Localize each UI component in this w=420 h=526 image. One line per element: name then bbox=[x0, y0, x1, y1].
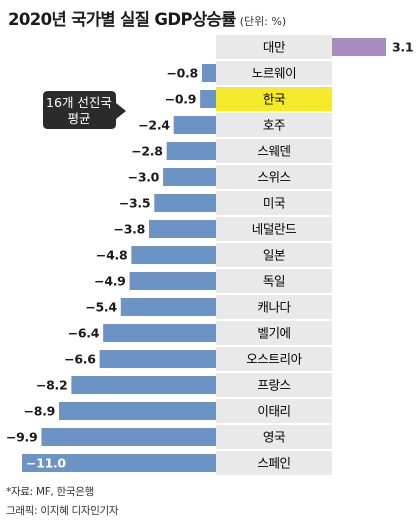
value-label-row-17: −11.0 bbox=[26, 456, 66, 471]
bar-row-15 bbox=[59, 402, 216, 420]
bar-row-2 bbox=[201, 64, 216, 82]
country-label-bg-row-11 bbox=[216, 295, 332, 319]
unit-label: (단위: %) bbox=[239, 15, 287, 28]
callout-line-1: 16개 선진국 bbox=[46, 95, 112, 110]
callout-line-2: 평균 bbox=[67, 111, 90, 126]
country-label-bg-row-7 bbox=[216, 191, 332, 215]
country-label-row-12: 벨기에 bbox=[257, 326, 290, 341]
bar-row-5 bbox=[166, 142, 216, 160]
value-label-row-14: −8.2 bbox=[36, 378, 67, 393]
country-label-bg-row-6 bbox=[216, 165, 332, 189]
country-label-bg-row-12 bbox=[216, 321, 332, 345]
country-label-bg-row-8 bbox=[216, 217, 332, 241]
value-label-row-12: −6.4 bbox=[68, 326, 100, 341]
country-label-row-5: 스웨덴 bbox=[257, 144, 290, 159]
country-label-row-15: 이태리 bbox=[257, 404, 290, 419]
chart-title: 2020년 국가별 실질 GDP상승률 bbox=[8, 10, 236, 29]
source-block: *자료: MF, 한국은행 그래픽: 이지혜 디자인기자 bbox=[6, 483, 414, 521]
country-label-bg-row-1 bbox=[216, 35, 332, 59]
value-label-row-13: −6.6 bbox=[64, 352, 96, 367]
value-label-row-1: 3.1 bbox=[392, 40, 413, 55]
value-label-row-8: −3.8 bbox=[114, 222, 145, 237]
source-text: *자료: MF, 한국은행 bbox=[6, 486, 94, 498]
callout-box bbox=[43, 91, 126, 129]
bar-row-17 bbox=[22, 454, 216, 472]
bar-row-12 bbox=[103, 324, 216, 342]
country-label-row-13: 오스트리아 bbox=[246, 352, 302, 367]
country-label-bg-row-9 bbox=[216, 243, 332, 267]
chart-title-row: 2020년 국가별 실질 GDP상승률 (단위: %) bbox=[8, 6, 412, 32]
average-callout: 16개 선진국 평균 bbox=[43, 91, 126, 129]
country-label-bg-row-14 bbox=[216, 373, 332, 397]
country-label-bg-row-17 bbox=[216, 451, 332, 475]
country-label-row-3: 한국 bbox=[263, 92, 285, 107]
bar-row-3 bbox=[200, 90, 216, 108]
bar-row-6 bbox=[163, 168, 216, 186]
value-label-row-2: −0.8 bbox=[166, 66, 197, 81]
value-label-row-16: −9.9 bbox=[6, 430, 37, 445]
bar-row-11 bbox=[120, 298, 216, 316]
country-label-row-4: 호주 bbox=[263, 118, 285, 133]
value-label-row-3: −0.9 bbox=[165, 92, 196, 107]
bar-row-10 bbox=[129, 272, 216, 290]
bar-row-13 bbox=[99, 350, 216, 368]
country-label-bg-row-13 bbox=[216, 347, 332, 371]
country-label-bg-row-15 bbox=[216, 399, 332, 423]
value-label-row-4: −2.4 bbox=[138, 118, 170, 133]
country-label-row-11: 캐나다 bbox=[257, 300, 291, 315]
bar-row-8 bbox=[148, 220, 216, 238]
bar-row-4 bbox=[173, 116, 216, 134]
value-label-row-15: −8.9 bbox=[24, 404, 55, 419]
value-label-row-11: −5.4 bbox=[85, 300, 117, 315]
bar-row-9 bbox=[131, 246, 216, 264]
country-label-row-8: 네덜란드 bbox=[252, 222, 296, 237]
bar-chart: 대만노르웨이한국호주스웨덴스위스미국네덜란드일본독일캐나다벨기에오스트리아프랑스… bbox=[6, 35, 414, 475]
country-label-row-7: 미국 bbox=[263, 196, 285, 211]
country-label-bg-row-3 bbox=[216, 87, 332, 111]
country-label-row-10: 독일 bbox=[263, 274, 285, 289]
bar-row-7 bbox=[154, 194, 216, 212]
country-label-row-14: 프랑스 bbox=[257, 378, 290, 393]
bar-row-14 bbox=[71, 376, 216, 394]
country-label-bg-row-16 bbox=[216, 425, 332, 449]
bar-row-16 bbox=[41, 428, 217, 446]
bar-row-1 bbox=[332, 38, 386, 56]
country-label-bg-row-10 bbox=[216, 269, 332, 293]
country-label-bg-row-4 bbox=[216, 113, 332, 137]
value-label-row-5: −2.8 bbox=[131, 144, 162, 159]
value-label-row-6: −3.0 bbox=[128, 170, 160, 185]
country-label-row-9: 일본 bbox=[263, 248, 285, 263]
country-label-bg-row-5 bbox=[216, 139, 332, 163]
country-label-bg-row-2 bbox=[216, 61, 332, 85]
country-label-row-1: 대만 bbox=[263, 40, 286, 55]
value-label-row-7: −3.5 bbox=[119, 196, 150, 211]
country-label-row-17: 스페인 bbox=[257, 456, 290, 471]
country-label-row-6: 스위스 bbox=[257, 170, 290, 185]
country-label-row-16: 영국 bbox=[263, 430, 285, 445]
credit-text: 그래픽: 이지혜 디자인기자 bbox=[6, 505, 119, 517]
value-label-row-9: −4.8 bbox=[96, 248, 127, 263]
value-label-row-10: −4.9 bbox=[94, 274, 125, 289]
country-label-row-2: 노르웨이 bbox=[252, 66, 296, 81]
